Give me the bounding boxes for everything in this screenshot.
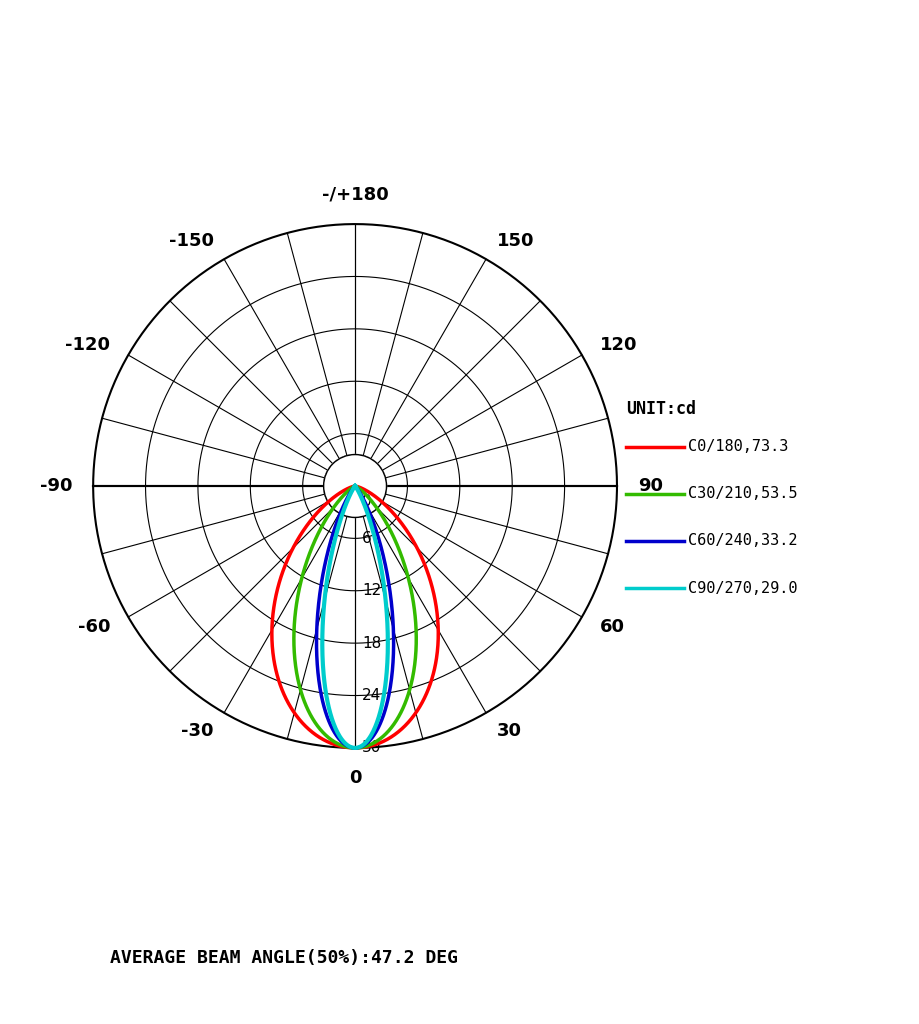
Text: C60/240,33.2: C60/240,33.2 [687,534,797,549]
Text: AVERAGE BEAM ANGLE(50%):47.2 DEG: AVERAGE BEAM ANGLE(50%):47.2 DEG [110,948,458,967]
Text: -60: -60 [77,618,110,637]
Text: C0/180,73.3: C0/180,73.3 [687,439,788,455]
Circle shape [323,455,386,517]
Text: 0: 0 [348,769,361,786]
Text: 150: 150 [496,232,533,250]
Text: 30: 30 [362,740,381,756]
Text: 90: 90 [637,477,663,495]
Text: -150: -150 [168,232,213,250]
Text: -120: -120 [65,336,110,353]
Text: 18: 18 [362,636,380,650]
Text: 60: 60 [599,618,624,637]
Text: 24: 24 [362,688,380,703]
Text: 30: 30 [496,722,521,740]
Text: 12: 12 [362,584,380,598]
Text: -30: -30 [181,722,213,740]
Text: -/+180: -/+180 [322,185,388,203]
Text: UNIT:cd: UNIT:cd [626,400,696,418]
Text: C30/210,53.5: C30/210,53.5 [687,486,797,502]
Text: C90/270,29.0: C90/270,29.0 [687,581,797,596]
Text: 0: 0 [362,495,371,509]
Text: 120: 120 [599,336,637,353]
Text: 6: 6 [362,530,371,546]
Text: -90: -90 [40,477,72,495]
